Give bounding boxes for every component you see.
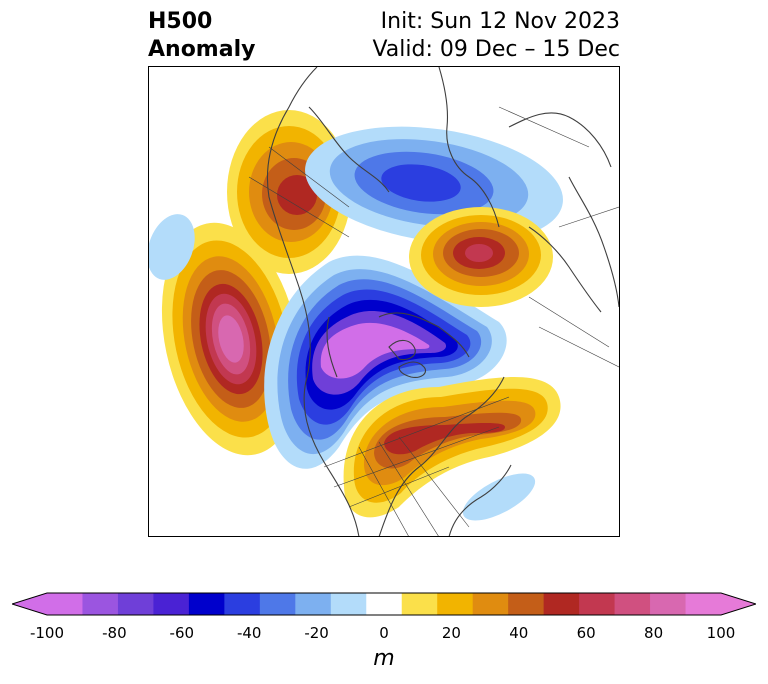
- colorbar-segment: [366, 593, 403, 615]
- colorbar-segment: [82, 593, 119, 615]
- coastlines: [266, 67, 619, 536]
- colorbar-ticks: -100 -80 -60 -40 -20 0 20 40 60 80 100: [0, 624, 768, 644]
- colorbar-segment: [47, 593, 83, 615]
- colorbar-segment: [224, 593, 261, 615]
- colorbar-outline: [12, 592, 756, 616]
- borders: [248, 106, 619, 536]
- colorbar-tick-label: -80: [102, 624, 127, 642]
- colorbar-min-extension: [12, 593, 47, 615]
- valid-date: Valid: 09 Dec – 15 Dec: [372, 37, 620, 62]
- colorbar-tick-label: 20: [441, 624, 461, 642]
- colorbar-segment: [117, 593, 154, 615]
- map-dates: Init: Sun 12 Nov 2023 Valid: 09 Dec – 15…: [372, 8, 620, 64]
- init-date: Init: Sun 12 Nov 2023: [380, 9, 620, 34]
- colorbar-segments: [47, 593, 722, 615]
- colorbar-tick-label: 80: [644, 624, 664, 642]
- colorbar: [12, 592, 756, 616]
- western-pacific-trough: [149, 214, 195, 280]
- pacific-ridge: [161, 222, 301, 456]
- colorbar-tick-label: -40: [236, 624, 262, 642]
- map-canvas: [149, 67, 619, 536]
- western-trough: [264, 255, 507, 469]
- colorbar-segment: [153, 593, 190, 615]
- europe-ridge: [409, 207, 553, 307]
- title-line-2: Anomaly: [148, 37, 256, 62]
- colorbar-segment: [401, 593, 438, 615]
- map-title: H500 Anomaly: [148, 8, 255, 64]
- colorbar-tick-label: 60: [576, 624, 596, 642]
- eastern-ridge: [343, 377, 561, 518]
- colorbar-segment: [614, 593, 651, 615]
- colorbar-segment: [437, 593, 474, 615]
- atlantic-trough: [462, 473, 536, 521]
- colorbar-segment: [295, 593, 332, 615]
- colorbar-tick-label: 100: [706, 624, 736, 642]
- colorbar-max-extension: [721, 593, 756, 615]
- colorbar-segment: [472, 593, 509, 615]
- colorbar-segment: [650, 593, 687, 615]
- colorbar-segment: [259, 593, 296, 615]
- anomaly-map: [148, 66, 620, 537]
- colorbar-segment: [508, 593, 545, 615]
- colorbar-segment: [543, 593, 580, 615]
- colorbar-tick-label: -60: [169, 624, 195, 642]
- colorbar-segment: [188, 593, 225, 615]
- colorbar-segment: [685, 593, 722, 615]
- colorbar-tick-label: -100: [29, 624, 65, 642]
- colorbar-segment: [330, 593, 367, 615]
- colorbar-tick-label: 40: [509, 624, 529, 642]
- colorbar-tick-label: -20: [304, 624, 329, 642]
- colorbar-tick-label: 0: [379, 624, 389, 642]
- title-line-1: H500: [148, 9, 213, 34]
- colorbar-segment: [579, 593, 616, 615]
- colorbar-unit: m: [373, 646, 395, 671]
